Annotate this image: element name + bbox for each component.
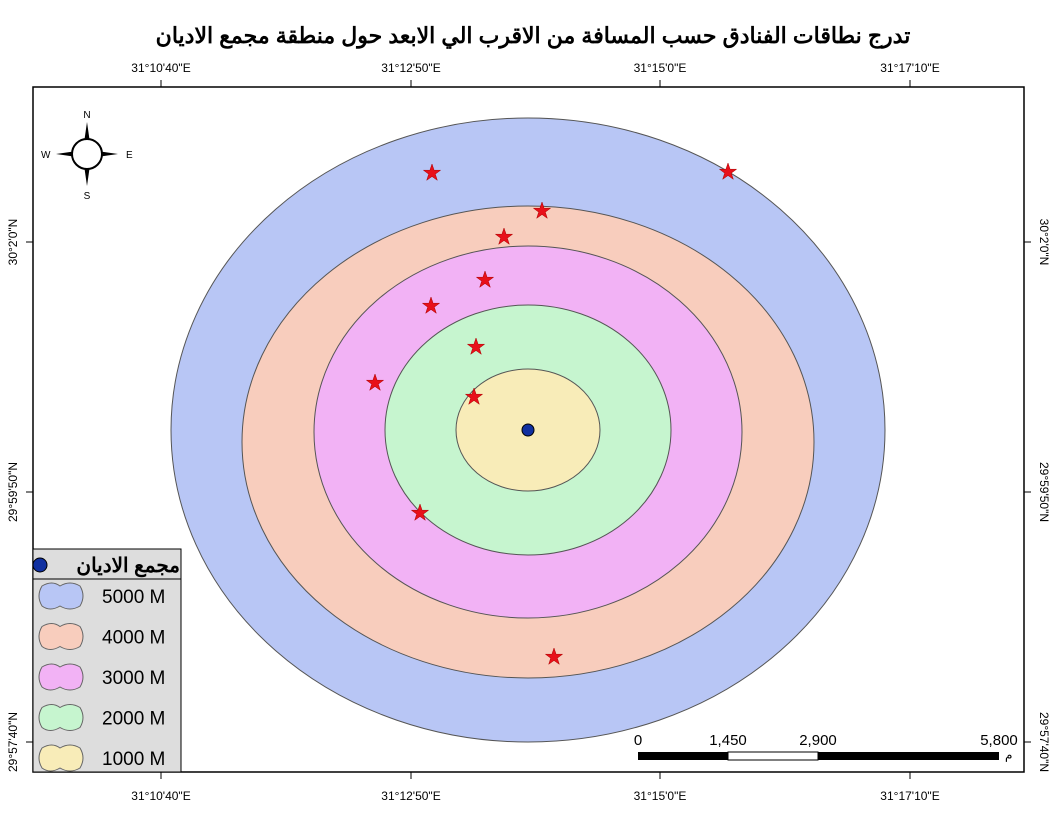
legend-swatch — [38, 582, 84, 610]
legend-title: مجمع الاديان — [76, 555, 180, 578]
x-label-bottom: 31°17'10"E — [880, 789, 939, 803]
legend-label: 2000 M — [102, 709, 165, 730]
hotel-star — [544, 647, 564, 665]
y-label-left: 29°57'40"N — [6, 712, 20, 772]
x-label-top: 31°10'40"E — [131, 61, 190, 75]
hotel-star — [410, 503, 430, 521]
hotels — [365, 162, 738, 665]
north-arrow: N S E W — [41, 110, 133, 202]
y-label-left: 30°2'0"N — [6, 219, 20, 266]
x-label-top: 31°17'10"E — [880, 61, 939, 75]
hotel-star — [422, 163, 442, 181]
hotel-star — [494, 227, 514, 245]
y-label-left: 29°59'50"N — [6, 462, 20, 522]
compass-n: N — [83, 110, 90, 121]
center-point — [521, 423, 535, 437]
legend-label: 1000 M — [102, 749, 165, 770]
scale-label: 5,800 — [980, 732, 1018, 749]
legend-label: 5000 M — [102, 587, 165, 608]
scale-label: 0 — [634, 732, 642, 749]
x-label-top: 31°15'0"E — [634, 61, 687, 75]
legend-label: 3000 M — [102, 668, 165, 689]
hotel-star — [421, 296, 441, 314]
compass-s: S — [84, 191, 91, 202]
legend-box — [32, 548, 182, 773]
compass-e: E — [126, 150, 133, 161]
legend: مجمع الاديان 5000 M 4000 M 3000 M 2000 M 100… — [32, 548, 182, 773]
x-label-bottom: 31°10'40"E — [131, 789, 190, 803]
hotel-star — [532, 201, 552, 219]
x-label-top: 31°12'50"E — [381, 61, 440, 75]
legend-swatch — [38, 704, 84, 731]
hotel-star — [365, 373, 385, 391]
y-label-right: 29°57'40"N — [1037, 712, 1051, 772]
x-label-bottom: 31°12'50"E — [381, 789, 440, 803]
scale-bar: 0 1,450 2,900 5,800 م — [634, 732, 1018, 762]
legend-label: 4000 M — [102, 628, 165, 649]
y-label-right: 29°59'50"N — [1037, 462, 1051, 522]
hotel-star — [475, 270, 495, 288]
graticule: 31°10'40"E 31°10'40"E 31°12'50"E 31°12'50"E… — [6, 61, 1051, 803]
legend-swatch — [38, 623, 84, 650]
x-label-bottom: 31°15'0"E — [634, 789, 687, 803]
map-title: تدرج نطاقات الفنادق حسب المسافة من الاقر… — [156, 23, 911, 49]
scale-label: 1,450 — [709, 732, 747, 749]
hotel-star — [718, 162, 738, 180]
buffer-rings — [170, 117, 886, 743]
legend-swatch — [38, 663, 84, 691]
scale-unit: م — [1005, 748, 1012, 762]
compass-w: W — [41, 150, 51, 161]
y-label-right: 30°2'0"N — [1037, 219, 1051, 266]
hotel-star — [466, 337, 486, 355]
legend-swatch — [38, 744, 84, 772]
hotel-star — [464, 387, 484, 405]
scale-label: 2,900 — [799, 732, 837, 749]
